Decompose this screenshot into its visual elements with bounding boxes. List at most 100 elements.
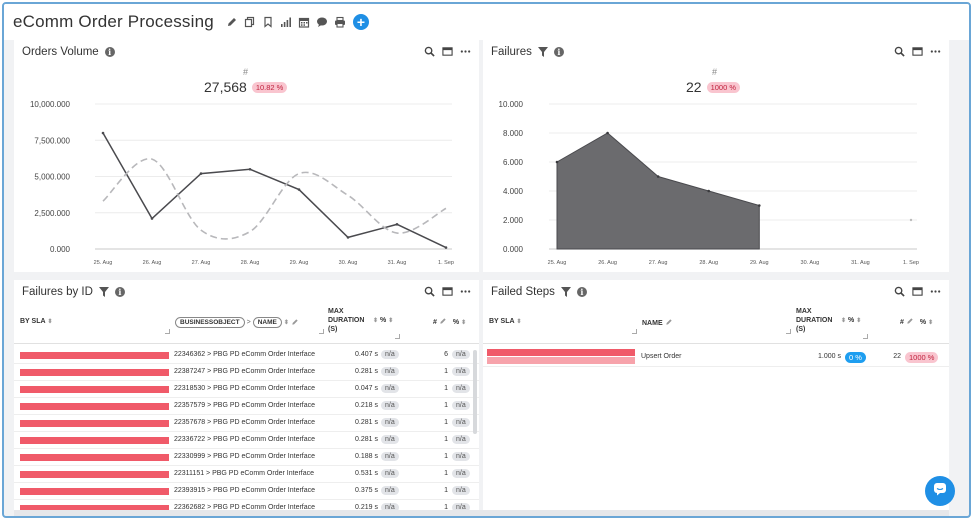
filter-icon[interactable] <box>98 287 109 297</box>
column-resize-handle[interactable] <box>395 334 400 339</box>
edit-icon[interactable] <box>665 318 673 328</box>
sla-bar <box>487 349 635 356</box>
table-header: BY SLA ⬍ NAME MAX DURATION (S) ⬍ % ⬍ # % <box>483 302 949 344</box>
orders-volume-panel: Orders Volume i # 27,568 10.82 % 0.000 2,… <box>14 40 479 272</box>
search-icon[interactable] <box>893 285 905 297</box>
copy-icon[interactable] <box>242 14 258 30</box>
table-row[interactable]: 22346362 > PBG PD eComm Order Interface 0… <box>14 347 479 364</box>
y-tick-label: 2.000 <box>503 216 524 225</box>
calendar-icon[interactable] <box>296 14 312 30</box>
pct-badge: n/a <box>381 401 399 410</box>
object-name: 22318530 > PBG PD eComm Order Interface <box>174 385 316 392</box>
search-icon[interactable] <box>423 45 435 57</box>
col-max-duration[interactable]: MAX DURATION (S) <box>328 307 372 334</box>
col-pct[interactable]: ⬍ % ⬍ <box>373 317 393 324</box>
edit-icon[interactable] <box>439 317 447 327</box>
data-point <box>606 131 609 135</box>
chat-button[interactable] <box>925 476 955 506</box>
bookmark-icon[interactable] <box>260 14 276 30</box>
col-name[interactable]: NAME <box>642 318 673 328</box>
table-row[interactable]: 22362682 > PBG PD eComm Order Interface 0… <box>14 500 479 510</box>
column-resize-handle[interactable] <box>319 329 324 334</box>
scrollbar[interactable] <box>473 350 477 434</box>
more-icon[interactable] <box>459 285 471 297</box>
more-icon[interactable] <box>459 45 471 57</box>
data-point <box>555 160 559 164</box>
sort-icon[interactable]: ⬍ <box>841 318 847 324</box>
info-icon[interactable]: i <box>104 47 115 57</box>
col-count[interactable]: # % ⬍ <box>433 317 466 327</box>
info-icon[interactable]: i <box>114 287 125 297</box>
table-row[interactable]: Upsert Order 1.000 s 0 % 22 1000 % <box>483 347 949 367</box>
filter-icon[interactable] <box>537 47 548 57</box>
data-point <box>297 188 301 191</box>
window-icon[interactable] <box>441 285 453 297</box>
sort-icon[interactable]: ⬍ <box>388 318 394 324</box>
edit-icon[interactable] <box>291 318 299 328</box>
search-icon[interactable] <box>893 45 905 57</box>
edit-icon[interactable] <box>906 317 914 327</box>
table-row[interactable]: 22336722 > PBG PD eComm Order Interface 0… <box>14 432 479 449</box>
sort-icon[interactable]: ⬍ <box>516 319 522 325</box>
table-row[interactable]: 22357579 > PBG PD eComm Order Interface 0… <box>14 398 479 415</box>
comment-icon[interactable] <box>314 14 330 30</box>
info-icon[interactable]: i <box>576 287 587 297</box>
info-icon[interactable]: i <box>553 47 564 57</box>
window-icon[interactable] <box>911 285 923 297</box>
more-icon[interactable] <box>929 285 941 297</box>
table-row[interactable]: 22357678 > PBG PD eComm Order Interface 0… <box>14 415 479 432</box>
column-resize-handle[interactable] <box>786 329 791 334</box>
table-row[interactable]: 22330999 > PBG PD eComm Order Interface 0… <box>14 449 479 466</box>
x-tick-label: 28. Aug <box>241 260 260 266</box>
x-tick-label: 25. Aug <box>94 260 113 266</box>
window-icon[interactable] <box>911 45 923 57</box>
window-icon[interactable] <box>441 45 453 57</box>
sort-icon[interactable]: ⬍ <box>283 320 289 326</box>
add-icon[interactable]: + <box>352 14 369 30</box>
businessobject-pill[interactable]: BUSINESSOBJECT <box>175 317 245 328</box>
sort-icon[interactable]: ⬍ <box>47 319 53 325</box>
table-row[interactable]: 22311151 > PBG PD eComm Order Interface 0… <box>14 466 479 483</box>
data-point <box>199 172 203 175</box>
x-tick-label: 28. Aug <box>699 260 718 266</box>
column-resize-handle[interactable] <box>165 329 170 334</box>
sort-icon[interactable]: ⬍ <box>928 319 934 326</box>
col-by-sla[interactable]: BY SLA ⬍ <box>20 318 53 325</box>
sort-icon[interactable]: ⬍ <box>373 318 379 324</box>
print-icon[interactable] <box>332 14 348 30</box>
col-by-sla-label: BY SLA <box>20 318 46 325</box>
column-resize-handle[interactable] <box>632 329 637 334</box>
max-duration: 0.219 s <box>355 504 378 510</box>
bar-chart-icon[interactable] <box>278 14 294 30</box>
count: 1 <box>444 436 448 443</box>
orders-volume-title-wrap: Orders Volume i <box>22 46 115 58</box>
name-pill[interactable]: NAME <box>252 317 282 328</box>
sort-icon[interactable]: ⬍ <box>461 319 467 326</box>
more-icon[interactable] <box>929 45 941 57</box>
edit-icon[interactable] <box>224 14 240 30</box>
data-point <box>150 217 154 220</box>
sla-bar <box>20 403 169 410</box>
sla-bar <box>20 369 169 376</box>
table-row[interactable]: 22387247 > PBG PD eComm Order Interface 0… <box>14 364 479 381</box>
filter-icon[interactable] <box>560 287 571 297</box>
object-name: 22330999 > PBG PD eComm Order Interface <box>174 453 316 460</box>
table-row[interactable]: 22393915 > PBG PD eComm Order Interface 0… <box>14 483 479 500</box>
col-max-duration[interactable]: MAX DURATION (S) <box>796 307 840 334</box>
failures-tools <box>893 45 941 57</box>
series-line-dashed <box>102 158 447 240</box>
col-pct[interactable]: ⬍ % ⬍ <box>841 317 861 324</box>
col-count[interactable]: # % ⬍ <box>900 317 933 327</box>
table-row[interactable]: 22318530 > PBG PD eComm Order Interface 0… <box>14 381 479 398</box>
sort-icon[interactable]: ⬍ <box>856 318 862 324</box>
pct2-badge: n/a <box>452 452 470 461</box>
max-duration: 0.531 s <box>355 470 378 477</box>
search-icon[interactable] <box>423 285 435 297</box>
pct2-badge: n/a <box>452 503 470 510</box>
column-resize-handle[interactable] <box>863 334 868 339</box>
horizontal-scrollbar[interactable] <box>14 510 949 516</box>
pct2-badge: n/a <box>452 350 470 359</box>
data-point <box>656 175 660 178</box>
col-by-sla[interactable]: BY SLA ⬍ <box>489 318 522 325</box>
